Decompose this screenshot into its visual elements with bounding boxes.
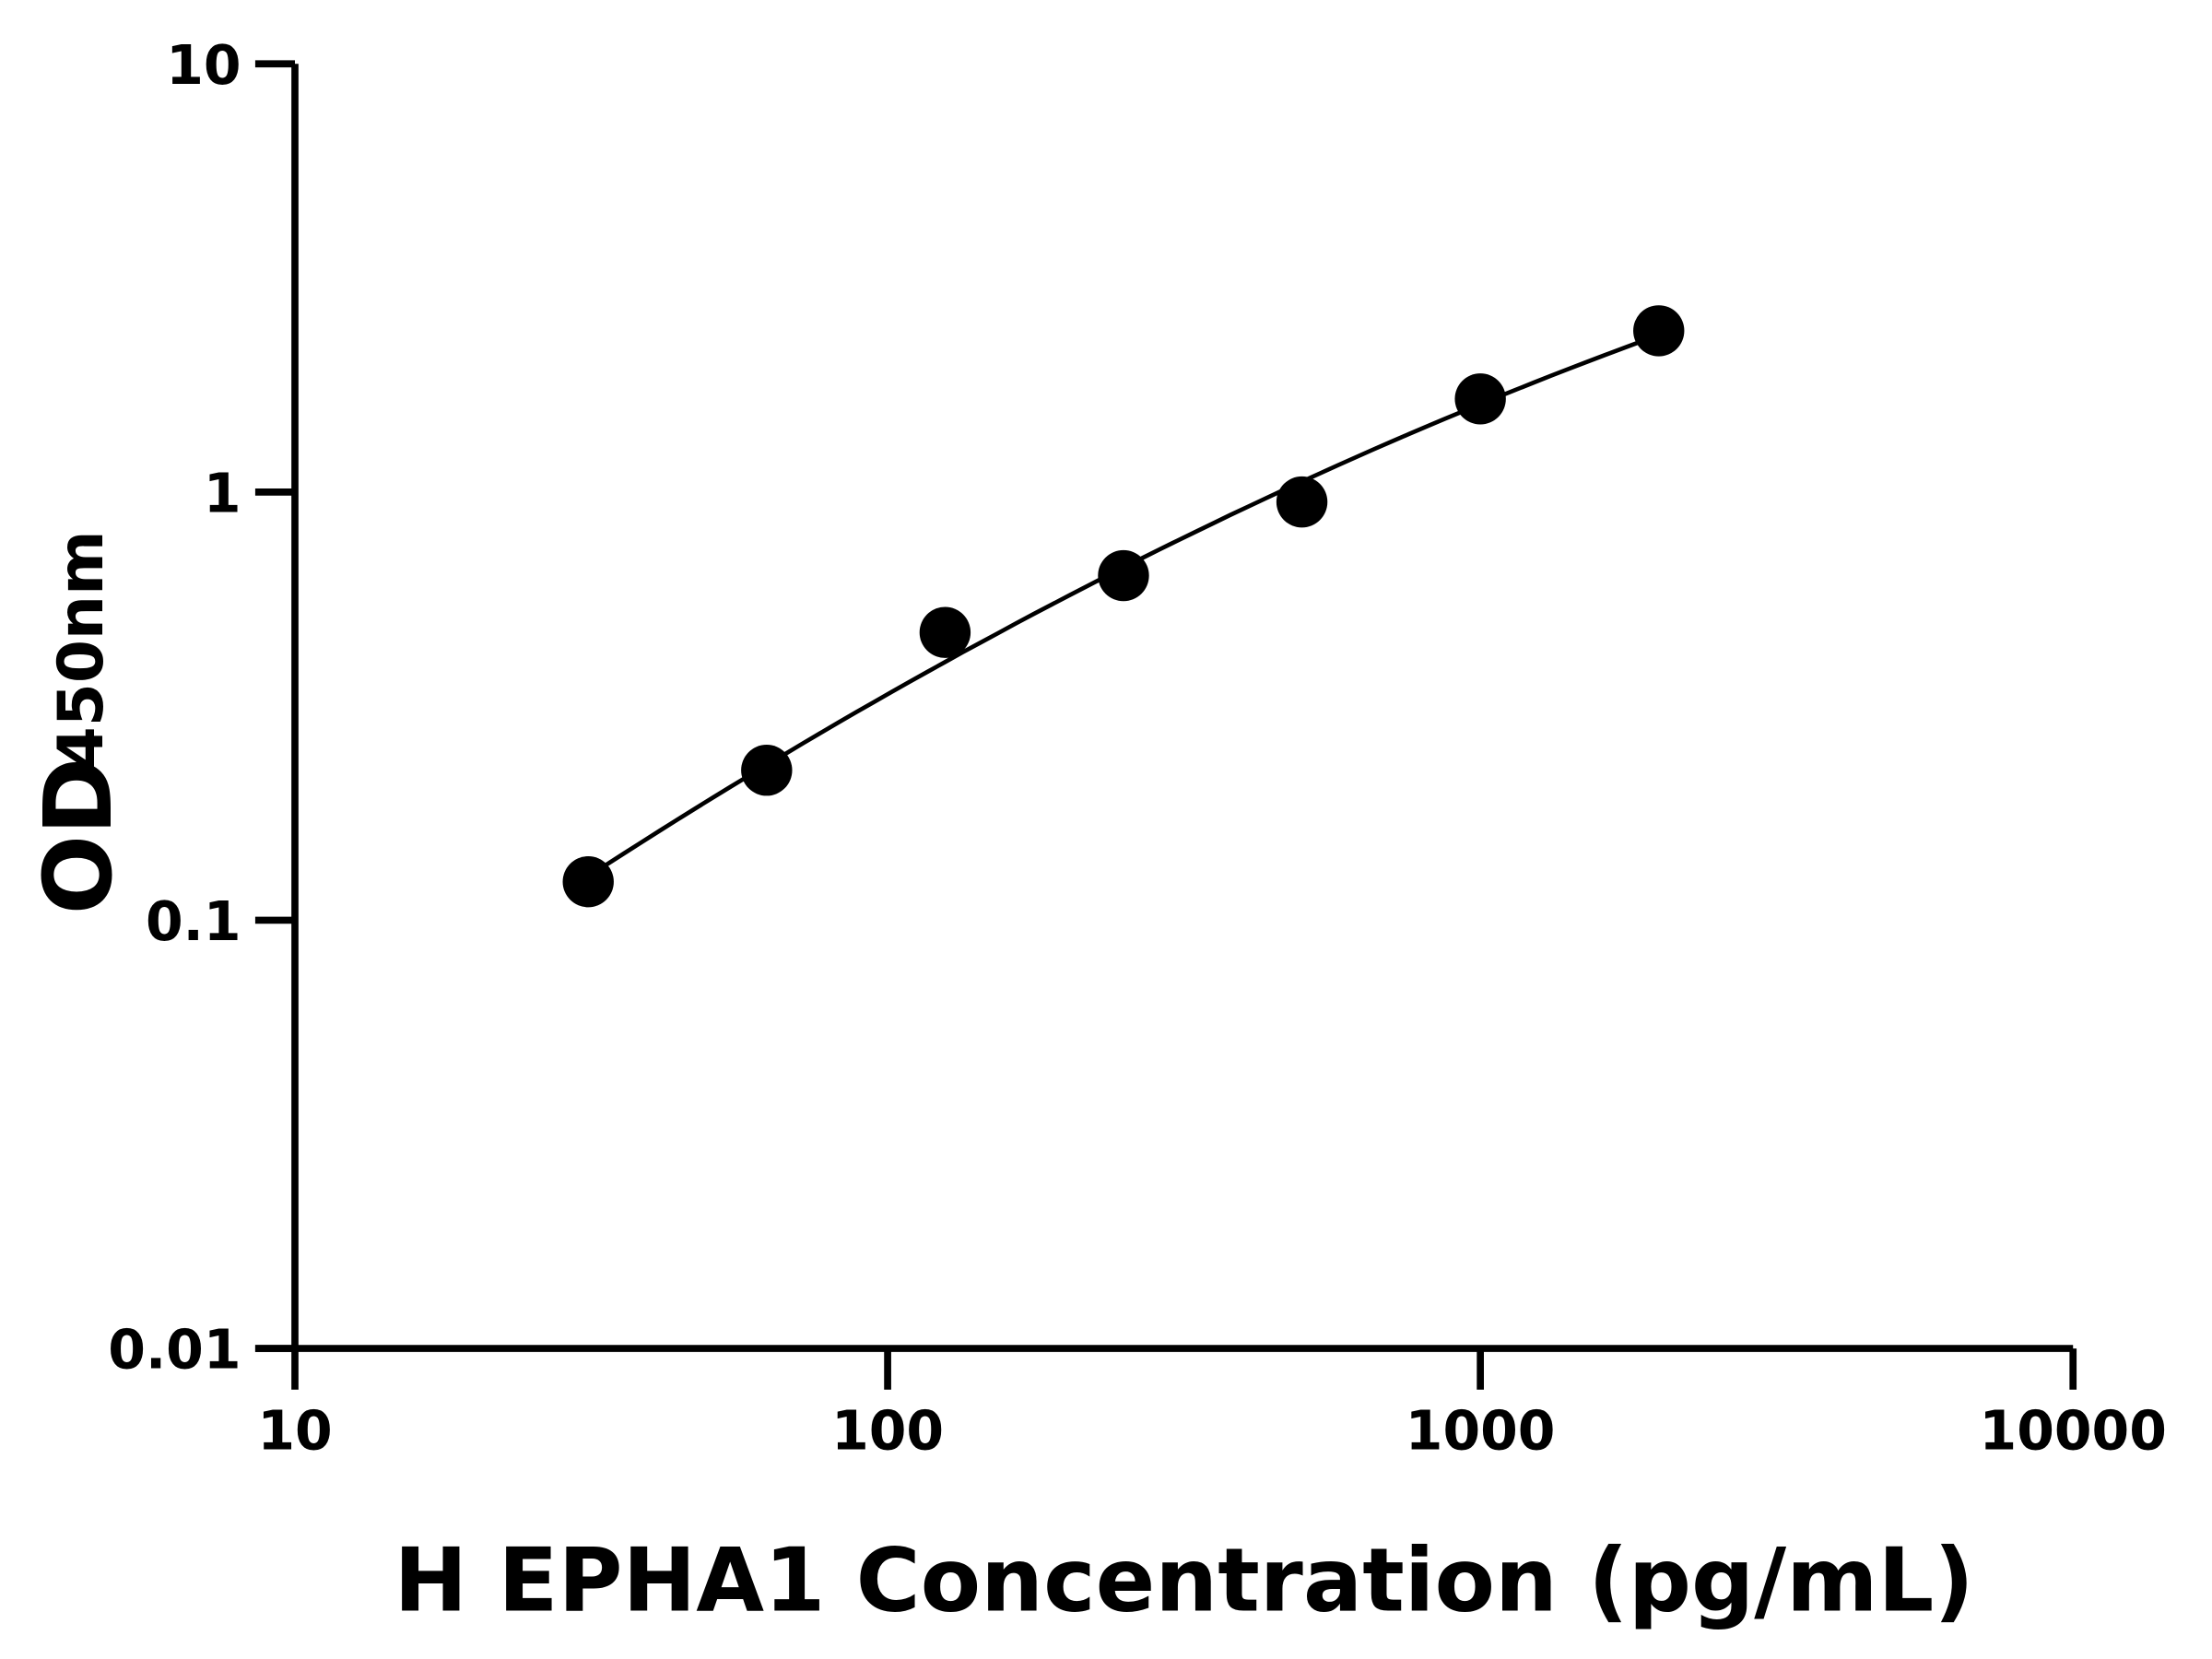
data-point: [562, 855, 614, 908]
data-point: [919, 606, 971, 658]
data-point: [741, 745, 793, 796]
x-axis-label: H EPHA1 Concentration (pg/mL): [394, 1530, 1973, 1632]
data-point: [1098, 549, 1149, 602]
y-axis-label-sub: 450nm: [44, 530, 117, 770]
y-axis-label-main: OD: [24, 758, 133, 915]
y-ticks: 0.01 0.1 1 10: [108, 34, 295, 1382]
y-tick-label: 0.01: [108, 1319, 241, 1382]
x-tick-label: 100: [831, 1399, 944, 1462]
y-tick-label: 1: [204, 462, 241, 524]
axes: [254, 64, 2074, 1352]
y-axis-label: OD 450nm: [24, 530, 133, 914]
data-point: [1276, 476, 1328, 528]
x-tick-label: 10000: [1980, 1399, 2167, 1462]
data-points: [562, 305, 1685, 908]
x-ticks: 10 100 1000 10000: [257, 1348, 2167, 1462]
y-tick-label: 0.1: [146, 890, 241, 953]
y-tick-label: 10: [166, 34, 241, 97]
data-point: [1454, 373, 1506, 425]
data-point: [1633, 305, 1685, 357]
x-tick-label: 1000: [1406, 1399, 1556, 1462]
x-tick-label: 10: [257, 1399, 332, 1462]
